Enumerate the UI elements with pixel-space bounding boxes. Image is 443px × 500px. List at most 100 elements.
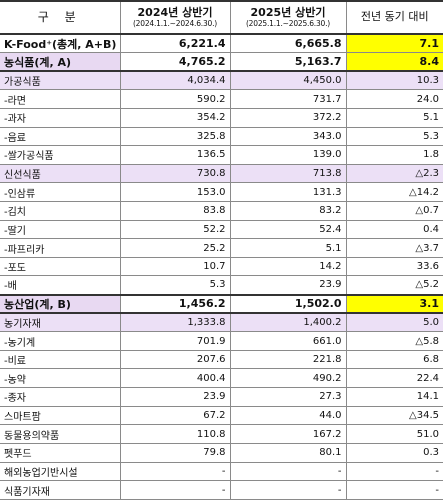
value-2024: 400.4 [119, 368, 231, 389]
value-2024: 701.9 [119, 331, 231, 351]
value-change: 5.3 [345, 126, 443, 147]
value-2025: 731.7 [229, 89, 347, 109]
value-2025: 167.2 [229, 424, 347, 444]
table-row: 펫푸드 79.8 80.1 0.3 [0, 442, 443, 463]
value-2024: 79.8 [119, 442, 231, 463]
value-2024: 4,034.4 [119, 70, 231, 91]
table-row: -김치 83.8 83.2 △0.7 [0, 200, 443, 221]
value-change: 14.1 [345, 387, 443, 407]
row-label: 농식품(계, A) [0, 52, 121, 73]
row-label: 해외농업기반시설 [0, 461, 121, 482]
table-body: K-Food⁺(총계, A+B) 6,221.4 6,665.8 7.1 농식품(계, … [0, 33, 443, 500]
value-change: △34.5 [345, 405, 443, 426]
table-row: -포도 10.7 14.2 33.6 [0, 256, 443, 277]
row-label: 식품기자재 [0, 480, 121, 500]
table-row: 신선식품 730.8 713.8 △2.3 [0, 163, 443, 184]
value-2024: 136.5 [119, 145, 231, 165]
value-2025: 5.1 [229, 238, 347, 258]
value-2025: 52.4 [229, 219, 347, 240]
header-2025-range: (2025.1.1.~2025.6.30.) [245, 18, 331, 28]
value-change: 51.0 [345, 424, 443, 444]
row-label: K-Food⁺(총계, A+B) [0, 33, 121, 54]
table-row: -농약 400.4 490.2 22.4 [0, 368, 443, 389]
header-2024: 2024년 상반기 (2024.1.1.~2024.6.30.) [119, 0, 231, 35]
row-label: -라면 [0, 89, 121, 109]
value-2025: 27.3 [229, 387, 347, 407]
value-2024: 730.8 [119, 163, 231, 184]
table-row: 스마트팜 67.2 44.0 △34.5 [0, 405, 443, 426]
value-2024: 354.2 [119, 107, 231, 128]
value-change: 10.3 [345, 70, 443, 91]
value-2025: 1,502.0 [229, 293, 347, 315]
table-row: -쌀가공식품 136.5 139.0 1.8 [0, 145, 443, 165]
value-2025: 221.8 [229, 349, 347, 370]
value-2025: 6,665.8 [229, 33, 347, 54]
value-change: 0.3 [345, 442, 443, 463]
value-2024: 6,221.4 [119, 33, 231, 54]
table-row: -인삼류 153.0 131.3 △14.2 [0, 182, 443, 202]
value-change: △3.7 [345, 238, 443, 258]
row-label: 농기자재 [0, 312, 121, 333]
value-2024: 1,456.2 [119, 293, 231, 315]
row-label: 스마트팜 [0, 405, 121, 426]
value-2024: 23.9 [119, 387, 231, 407]
value-2025: 1,400.2 [229, 312, 347, 333]
row-label: -인삼류 [0, 182, 121, 202]
table-row: -종자 23.9 27.3 14.1 [0, 387, 443, 407]
value-change: 3.1 [345, 293, 443, 315]
value-2025: 14.2 [229, 256, 347, 277]
row-label: -딸기 [0, 219, 121, 240]
value-change: 6.8 [345, 349, 443, 370]
value-change: 1.8 [345, 145, 443, 165]
value-2025: - [229, 461, 347, 482]
table-row: 식품기자재 - - - [0, 480, 443, 500]
table-row: -딸기 52.2 52.4 0.4 [0, 219, 443, 240]
value-2025: 83.2 [229, 200, 347, 221]
table-row: -농기계 701.9 661.0 △5.8 [0, 331, 443, 351]
value-2025: 661.0 [229, 331, 347, 351]
value-2025: 5,163.7 [229, 52, 347, 73]
table-row: -과자 354.2 372.2 5.1 [0, 107, 443, 128]
value-change: 5.0 [345, 312, 443, 333]
row-label: -파프리카 [0, 238, 121, 258]
value-2025: 343.0 [229, 126, 347, 147]
value-2024: 10.7 [119, 256, 231, 277]
table-row: K-Food⁺(총계, A+B) 6,221.4 6,665.8 7.1 [0, 33, 443, 54]
value-2024: 1,333.8 [119, 312, 231, 333]
value-change: 5.1 [345, 107, 443, 128]
value-2024: 4,765.2 [119, 52, 231, 73]
header-category: 구 분 [0, 0, 121, 35]
table-row: -배 5.3 23.9 △5.2 [0, 275, 443, 296]
value-2025: 80.1 [229, 442, 347, 463]
value-2025: 44.0 [229, 405, 347, 426]
row-label: -쌀가공식품 [0, 145, 121, 165]
row-label: 동물용의약품 [0, 424, 121, 444]
value-2025: 139.0 [229, 145, 347, 165]
value-2025: 4,450.0 [229, 70, 347, 91]
value-2024: 5.3 [119, 275, 231, 296]
value-change: - [345, 480, 443, 500]
row-label: 농산업(계, B) [0, 293, 121, 315]
value-2024: - [119, 461, 231, 482]
value-2024: 25.2 [119, 238, 231, 258]
value-change: △0.7 [345, 200, 443, 221]
value-change: 7.1 [345, 33, 443, 54]
header-2024-title: 2024년 상반기 [137, 5, 213, 19]
value-2024: 590.2 [119, 89, 231, 109]
row-label: 가공식품 [0, 70, 121, 91]
row-label: -비료 [0, 349, 121, 370]
value-2025: - [229, 480, 347, 500]
row-label: -김치 [0, 200, 121, 221]
row-label: -포도 [0, 256, 121, 277]
value-2024: 153.0 [119, 182, 231, 202]
value-change: △14.2 [345, 182, 443, 202]
value-2024: 110.8 [119, 424, 231, 444]
value-change: △5.2 [345, 275, 443, 296]
value-2024: - [119, 480, 231, 500]
value-2025: 131.3 [229, 182, 347, 202]
value-change: △2.3 [345, 163, 443, 184]
header-2025-title: 2025년 상반기 [250, 5, 326, 19]
value-2025: 372.2 [229, 107, 347, 128]
value-change: 0.4 [345, 219, 443, 240]
